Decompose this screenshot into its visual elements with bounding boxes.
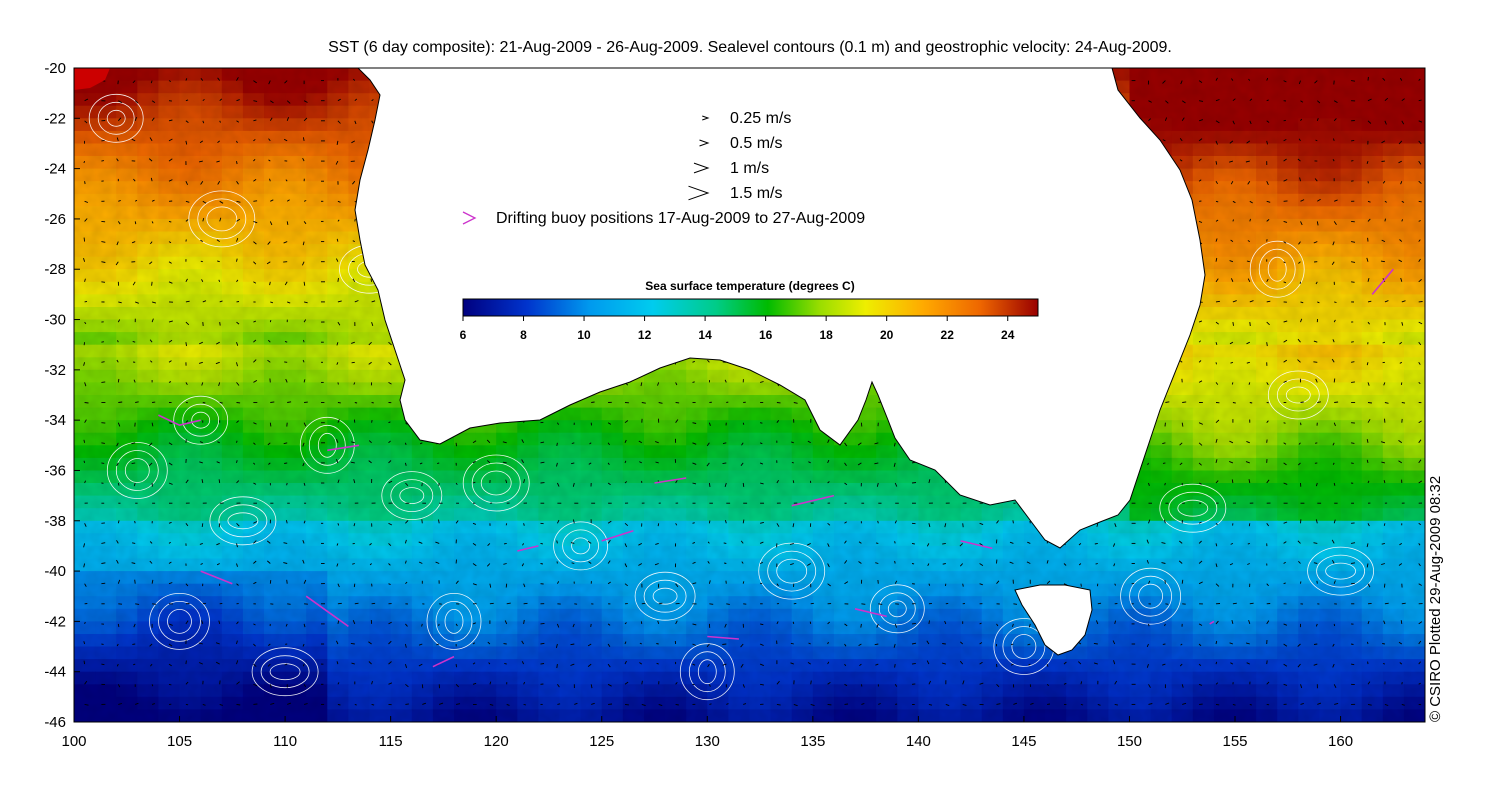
colorbar-tick-label: 10	[577, 328, 591, 342]
colorbar	[462, 298, 1039, 317]
plot-frame	[73, 67, 1426, 723]
velocity-arrow-icon	[693, 162, 710, 174]
x-tick-label: 145	[1011, 733, 1036, 750]
colorbar-tick-label: 12	[638, 328, 652, 342]
x-tick-label: 115	[379, 733, 403, 750]
x-axis: 100 105 110 115 120 125 130 135 140 145 150 155 160	[61, 716, 1353, 750]
sealevel-contours	[88, 93, 1374, 701]
chart-title: SST (6 day composite): 21-Aug-2009 - 26-…	[328, 39, 1172, 56]
x-tick-label: 120	[484, 733, 509, 750]
y-tick-label: -38	[44, 513, 66, 530]
y-tick-label: -40	[44, 563, 66, 580]
colorbar-tick-label: 6	[460, 328, 467, 342]
buoy-legend-label: Drifting buoy positions 17-Aug-2009 to 2…	[496, 210, 865, 227]
x-tick-label: 125	[589, 733, 614, 750]
colorbar-ticks: 6 8 10 12 14 16 18 20 22 24	[460, 316, 1015, 342]
buoy-marker-icon	[462, 211, 477, 225]
y-tick-label: -36	[44, 462, 66, 479]
y-tick-label: -24	[44, 161, 66, 178]
y-tick-label: -30	[44, 312, 66, 329]
y-axis: -20 -22 -24 -26 -28 -30 -32 -34 -36 -38 -40 -42 -44 -…	[44, 60, 80, 731]
x-tick-label: 100	[61, 733, 86, 750]
buoy-tracks	[158, 268, 1394, 668]
colorbar-tick-label: 18	[819, 328, 833, 342]
velocity-legend-label: 0.5 m/s	[730, 135, 782, 152]
colorbar-tick-label: 14	[698, 328, 712, 342]
colorbar-tick-label: 16	[759, 328, 773, 342]
y-tick-label: -46	[44, 714, 66, 731]
velocity-legend-label: 1 m/s	[730, 160, 769, 177]
plot-area	[74, 68, 1425, 722]
y-tick-label: -22	[44, 110, 66, 127]
y-tick-label: -34	[44, 412, 66, 429]
x-tick-label: 160	[1328, 733, 1353, 750]
velocity-legend-label: 0.25 m/s	[730, 110, 791, 127]
colorbar-tick-label: 22	[941, 328, 955, 342]
x-tick-label: 140	[906, 733, 931, 750]
colorbar-tick-label: 20	[880, 328, 894, 342]
colorbar-tick-label: 8	[520, 328, 527, 342]
land-tasmania	[1014, 584, 1093, 656]
y-tick-label: -32	[44, 362, 66, 379]
colorbar-title: Sea surface temperature (degrees C)	[645, 279, 854, 293]
y-tick-label: -42	[44, 613, 66, 630]
x-tick-label: 110	[273, 733, 297, 750]
x-tick-label: 155	[1223, 733, 1248, 750]
land-corner	[74, 68, 110, 90]
colorbar-tick-label: 24	[1001, 328, 1015, 342]
velocity-arrow-icon	[699, 139, 710, 147]
velocity-arrow-icon	[702, 115, 710, 121]
velocity-legend: 0.25 m/s 0.5 m/s 1 m/s 1.5 m/s Drifting buoy…	[462, 110, 865, 227]
credit-label: © CSIRO Plotted 29-Aug-2009 08:32	[1427, 476, 1444, 722]
x-tick-label: 135	[800, 733, 825, 750]
velocity-legend-label: 1.5 m/s	[730, 185, 782, 202]
x-tick-label: 150	[1117, 733, 1142, 750]
x-tick-label: 130	[695, 733, 720, 750]
y-tick-label: -44	[44, 664, 66, 681]
y-tick-label: -26	[44, 211, 66, 228]
y-tick-label: -28	[44, 261, 66, 278]
x-tick-label: 105	[167, 733, 192, 750]
y-tick-label: -20	[44, 60, 66, 77]
velocity-arrow-icon	[688, 185, 710, 201]
